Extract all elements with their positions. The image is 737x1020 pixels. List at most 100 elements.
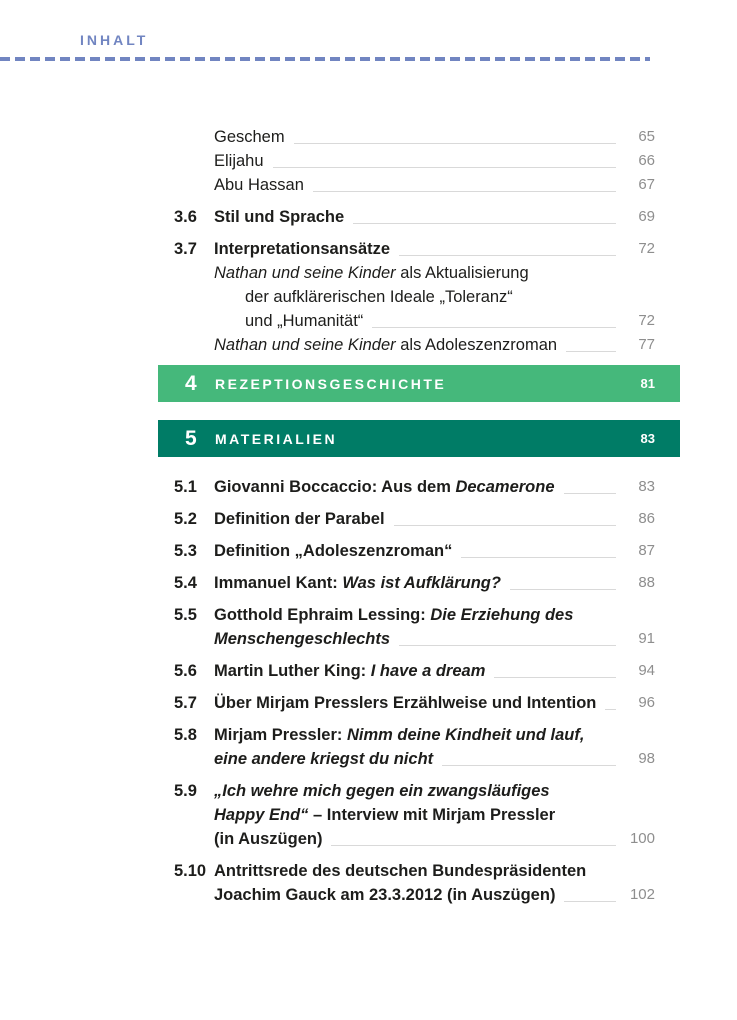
toc-entry-text: Menschengeschlechts: [214, 627, 390, 651]
toc-entry-line: Antrittsrede des deutschen Bundespräside…: [214, 859, 655, 883]
toc-entry-text: (in Auszügen): [214, 827, 322, 851]
leader-line: [566, 351, 616, 352]
text-segment: Giovanni Boccaccio: Aus dem: [214, 478, 456, 496]
section-page-number: 83: [640, 431, 655, 446]
leader-line: [399, 645, 616, 646]
toc-entry-line: Abu Hassan 67: [214, 173, 655, 197]
toc-entry-text: der aufklärerischen Ideale „Toleranz“: [245, 285, 513, 309]
page-number: 94: [638, 662, 655, 679]
leader-line: [494, 677, 616, 678]
toc-entry-lines: Über Mirjam Presslers Erzählweise und In…: [214, 691, 655, 715]
toc-entry-line: Giovanni Boccaccio: Aus dem Decamerone 83: [214, 475, 655, 499]
toc-entry-line: (in Auszügen) 100: [214, 827, 655, 851]
toc-entry-text: Gotthold Ephraim Lessing: Die Erziehung …: [214, 603, 573, 627]
page-number: 98: [638, 750, 655, 767]
toc-entry-line: Mirjam Pressler: Nimm deine Kindheit und…: [214, 723, 655, 747]
text-segment: und „Humanität“: [245, 312, 364, 330]
toc-entry-text: „Ich wehre mich gegen ein zwangsläufiges: [214, 779, 550, 803]
toc-entry-lines: Interpretationsansätze 72 Nathan und seine…: [214, 237, 655, 357]
toc-entry-lines: Gotthold Ephraim Lessing: Die Erziehung …: [214, 603, 655, 651]
leader-line: [293, 143, 616, 144]
toc-entry-5-7: 5.7 Über Mirjam Presslers Erzählweise und…: [174, 691, 655, 715]
toc-entry-line: Definition der Parabel 86: [214, 507, 655, 531]
toc-entry-line: Geschem 65: [214, 125, 655, 149]
toc-entry-number: 5.4: [174, 574, 197, 592]
toc-entry-number: 5.6: [174, 662, 197, 680]
toc-entry-line: Joachim Gauck am 23.3.2012 (in Auszügen)…: [214, 883, 655, 907]
toc-entry-number: 5.8: [174, 726, 197, 744]
toc-entry-number: [174, 149, 214, 173]
toc-entry-number: 5.7: [174, 694, 197, 712]
page-header: INHALT: [0, 0, 737, 48]
section-number: 5: [185, 426, 197, 450]
text-segment: Nathan und seine Kinder: [214, 264, 396, 282]
toc-entry-line: Immanuel Kant: Was ist Aufklärung? 88: [214, 571, 655, 595]
leader-line: [442, 765, 616, 766]
toc-entry-lines: Elijahu 66: [214, 149, 655, 173]
toc-entry-line: Stil und Sprache 69: [214, 205, 655, 229]
text-segment: Nathan und seine Kinder: [214, 336, 396, 354]
toc-entry-text: Nathan und seine Kinder als Aktualisieru…: [214, 261, 529, 285]
toc-entry-text: Über Mirjam Presslers Erzählweise und In…: [214, 691, 596, 715]
text-segment: als Adoleszenzroman: [395, 336, 558, 354]
page-number: 77: [638, 336, 655, 353]
toc-entry-number: [174, 173, 214, 197]
page-number: 66: [638, 152, 655, 169]
page-number: 65: [638, 128, 655, 145]
text-segment: Mirjam Pressler:: [214, 726, 347, 744]
toc-entry-text: Joachim Gauck am 23.3.2012 (in Auszügen): [214, 883, 555, 907]
dashed-divider: [0, 57, 650, 61]
toc-entry-line: Martin Luther King: I have a dream 94: [214, 659, 655, 683]
leader-line: [272, 167, 616, 168]
toc-entry-lines: Immanuel Kant: Was ist Aufklärung? 88: [214, 571, 655, 595]
toc-entry-line: eine andere kriegst du nicht 98: [214, 747, 655, 771]
text-segment: Joachim Gauck am 23.3.2012 (in Auszügen): [214, 886, 556, 904]
toc-entry-lines: Giovanni Boccaccio: Aus dem Decamerone 83: [214, 475, 655, 499]
leader-line: [393, 525, 616, 526]
text-segment: eine andere kriegst du nicht: [214, 750, 434, 768]
toc-entry-text: Mirjam Pressler: Nimm deine Kindheit und…: [214, 723, 584, 747]
toc-list: Geschem 65 Elijahu 66 Abu Hassan 67 3.6 Stil un…: [158, 125, 680, 907]
text-segment: Nimm deine Kindheit und lauf,: [346, 726, 585, 744]
toc-entry-5-5: 5.5 Gotthold Ephraim Lessing: Die Erziehu…: [174, 603, 655, 651]
section-title: MATERIALIEN: [215, 430, 338, 447]
toc-entry-text: Geschem: [214, 125, 285, 149]
leader-line: [353, 223, 616, 224]
toc-entry-lines: Geschem 65: [214, 125, 655, 149]
text-segment: Gotthold Ephraim Lessing:: [214, 606, 431, 624]
toc-entry-text: Giovanni Boccaccio: Aus dem Decamerone: [214, 475, 555, 499]
toc-entry-number: 5.10: [174, 862, 207, 880]
text-segment: Geschem: [214, 128, 285, 146]
toc-entry: Elijahu 66: [174, 149, 655, 173]
text-segment: Antrittsrede des deutschen Bundespräside…: [214, 862, 587, 880]
toc-entry-text: Definition „Adoleszenzroman“: [214, 539, 452, 563]
leader-line: [605, 709, 616, 710]
page-number: 87: [638, 542, 655, 559]
toc-entry-text: Happy End“ – Interview mit Mirjam Pressl…: [214, 803, 555, 827]
toc-entry-lines: Definition der Parabel 86: [214, 507, 655, 531]
page-number: 69: [638, 208, 655, 225]
text-segment: Über Mirjam Presslers Erzählweise und In…: [214, 694, 597, 712]
text-segment: Interpretationsansätze: [214, 240, 391, 258]
toc-entry-line: Nathan und seine Kinder als Adoleszenzro…: [214, 333, 655, 357]
section-number: 4: [185, 371, 197, 395]
text-segment: Happy End“: [214, 806, 309, 824]
toc-entry-lines: Martin Luther King: I have a dream 94: [214, 659, 655, 683]
toc-entry: Geschem 65: [174, 125, 655, 149]
page-title: INHALT: [80, 32, 149, 48]
toc-entry-3-7: 3.7 Interpretationsansätze 72 Nathan und se…: [174, 237, 655, 357]
text-segment: Abu Hassan: [214, 176, 304, 194]
section-header-5: 5 MATERIALIEN 83: [158, 420, 680, 457]
text-segment: Definition „Adoleszenzroman“: [214, 542, 453, 560]
toc-entry-line: Interpretationsansätze 72: [214, 237, 655, 261]
toc-entry-5-9: 5.9 „Ich wehre mich gegen ein zwangsläufi…: [174, 779, 655, 851]
text-segment: – Interview mit Mirjam Pressler: [308, 806, 556, 824]
page-number: 83: [638, 478, 655, 495]
leader-line: [399, 255, 616, 256]
toc-entry-line: Gotthold Ephraim Lessing: Die Erziehung …: [214, 603, 655, 627]
page-number: 88: [638, 574, 655, 591]
toc-entry-line: Menschengeschlechts 91: [214, 627, 655, 651]
text-segment: Elijahu: [214, 152, 264, 170]
leader-line: [461, 557, 616, 558]
toc-entry-line: Über Mirjam Presslers Erzählweise und In…: [214, 691, 655, 715]
